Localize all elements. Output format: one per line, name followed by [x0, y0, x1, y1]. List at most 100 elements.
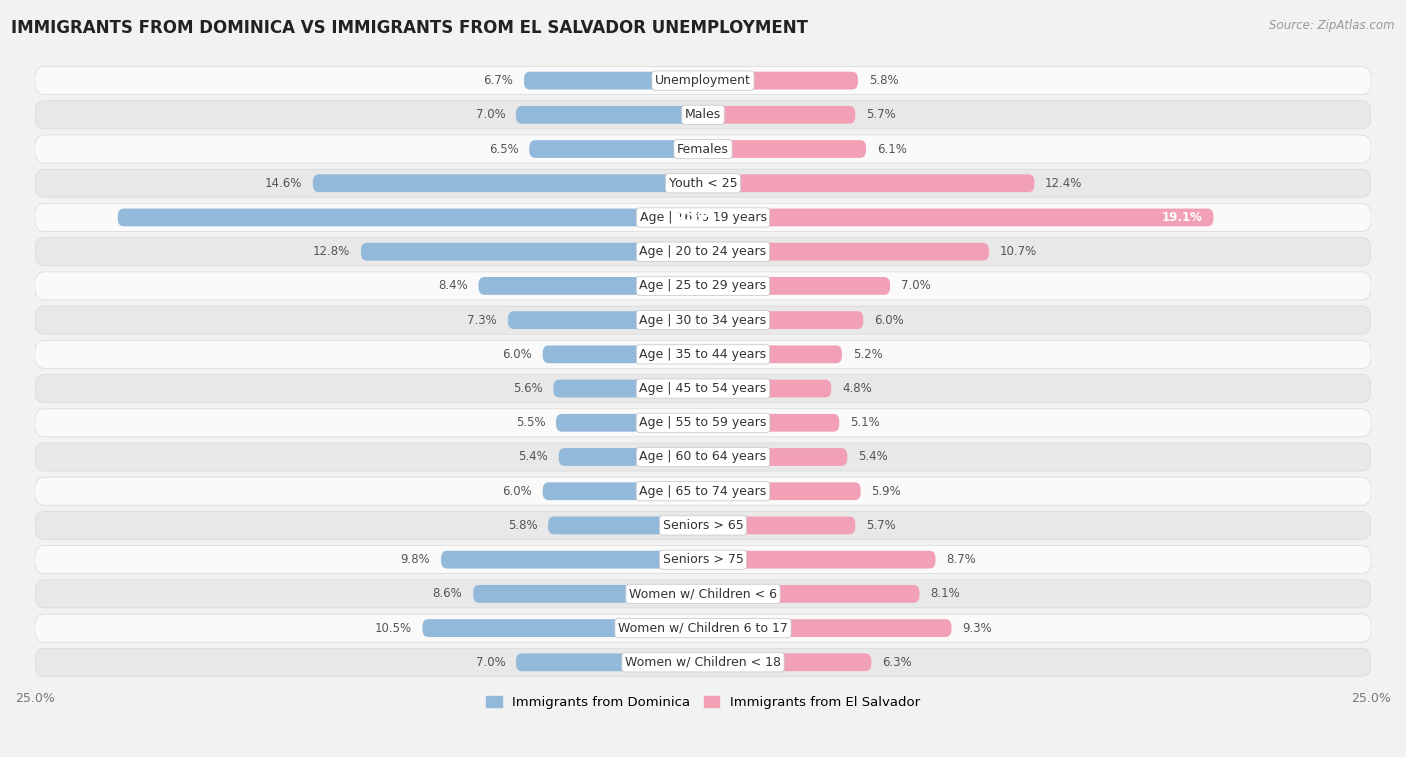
Text: 6.1%: 6.1%: [877, 142, 907, 155]
Text: 9.3%: 9.3%: [962, 621, 993, 634]
Text: Seniors > 65: Seniors > 65: [662, 519, 744, 532]
FancyBboxPatch shape: [703, 414, 839, 431]
Text: Females: Females: [678, 142, 728, 155]
FancyBboxPatch shape: [35, 409, 1371, 437]
FancyBboxPatch shape: [35, 204, 1371, 232]
Text: 10.5%: 10.5%: [374, 621, 412, 634]
Text: Age | 45 to 54 years: Age | 45 to 54 years: [640, 382, 766, 395]
FancyBboxPatch shape: [524, 72, 703, 89]
Text: 8.4%: 8.4%: [439, 279, 468, 292]
Text: 6.7%: 6.7%: [484, 74, 513, 87]
FancyBboxPatch shape: [35, 306, 1371, 334]
Text: 12.4%: 12.4%: [1045, 176, 1083, 190]
FancyBboxPatch shape: [35, 272, 1371, 300]
Text: 5.8%: 5.8%: [508, 519, 537, 532]
FancyBboxPatch shape: [35, 341, 1371, 369]
FancyBboxPatch shape: [516, 653, 703, 671]
FancyBboxPatch shape: [703, 277, 890, 294]
Text: 5.8%: 5.8%: [869, 74, 898, 87]
Text: 6.5%: 6.5%: [489, 142, 519, 155]
FancyBboxPatch shape: [703, 140, 866, 158]
Text: 21.9%: 21.9%: [676, 211, 717, 224]
FancyBboxPatch shape: [703, 106, 855, 123]
FancyBboxPatch shape: [361, 243, 703, 260]
FancyBboxPatch shape: [703, 345, 842, 363]
Text: 5.1%: 5.1%: [851, 416, 880, 429]
Text: 5.5%: 5.5%: [516, 416, 546, 429]
FancyBboxPatch shape: [703, 380, 831, 397]
FancyBboxPatch shape: [703, 209, 1213, 226]
Text: 6.0%: 6.0%: [502, 484, 531, 497]
FancyBboxPatch shape: [422, 619, 703, 637]
FancyBboxPatch shape: [703, 448, 848, 466]
FancyBboxPatch shape: [703, 653, 872, 671]
FancyBboxPatch shape: [703, 174, 1035, 192]
Text: Age | 30 to 34 years: Age | 30 to 34 years: [640, 313, 766, 326]
Text: Youth < 25: Youth < 25: [669, 176, 737, 190]
FancyBboxPatch shape: [35, 443, 1371, 471]
Text: Age | 16 to 19 years: Age | 16 to 19 years: [640, 211, 766, 224]
Text: 6.0%: 6.0%: [502, 347, 531, 361]
Text: 14.6%: 14.6%: [264, 176, 302, 190]
Text: 5.4%: 5.4%: [519, 450, 548, 463]
FancyBboxPatch shape: [554, 380, 703, 397]
FancyBboxPatch shape: [703, 482, 860, 500]
FancyBboxPatch shape: [314, 174, 703, 192]
FancyBboxPatch shape: [474, 585, 703, 603]
FancyBboxPatch shape: [441, 551, 703, 569]
Text: Males: Males: [685, 108, 721, 121]
FancyBboxPatch shape: [35, 135, 1371, 163]
Text: 10.7%: 10.7%: [1000, 245, 1036, 258]
FancyBboxPatch shape: [35, 546, 1371, 574]
Text: Age | 20 to 24 years: Age | 20 to 24 years: [640, 245, 766, 258]
FancyBboxPatch shape: [35, 101, 1371, 129]
FancyBboxPatch shape: [548, 516, 703, 534]
Text: Age | 35 to 44 years: Age | 35 to 44 years: [640, 347, 766, 361]
FancyBboxPatch shape: [35, 580, 1371, 608]
FancyBboxPatch shape: [543, 482, 703, 500]
FancyBboxPatch shape: [529, 140, 703, 158]
FancyBboxPatch shape: [703, 72, 858, 89]
FancyBboxPatch shape: [543, 345, 703, 363]
FancyBboxPatch shape: [35, 170, 1371, 198]
Text: 7.3%: 7.3%: [467, 313, 498, 326]
FancyBboxPatch shape: [703, 516, 855, 534]
FancyBboxPatch shape: [703, 585, 920, 603]
Text: Women w/ Children < 6: Women w/ Children < 6: [628, 587, 778, 600]
Text: Age | 60 to 64 years: Age | 60 to 64 years: [640, 450, 766, 463]
Text: 5.7%: 5.7%: [866, 108, 896, 121]
Text: 7.0%: 7.0%: [475, 108, 505, 121]
Text: 5.9%: 5.9%: [872, 484, 901, 497]
Text: IMMIGRANTS FROM DOMINICA VS IMMIGRANTS FROM EL SALVADOR UNEMPLOYMENT: IMMIGRANTS FROM DOMINICA VS IMMIGRANTS F…: [11, 19, 808, 37]
Text: Age | 65 to 74 years: Age | 65 to 74 years: [640, 484, 766, 497]
Text: 8.1%: 8.1%: [931, 587, 960, 600]
Text: 9.8%: 9.8%: [401, 553, 430, 566]
FancyBboxPatch shape: [555, 414, 703, 431]
FancyBboxPatch shape: [703, 551, 935, 569]
Text: 8.6%: 8.6%: [433, 587, 463, 600]
FancyBboxPatch shape: [118, 209, 703, 226]
FancyBboxPatch shape: [35, 512, 1371, 540]
Text: 5.4%: 5.4%: [858, 450, 887, 463]
FancyBboxPatch shape: [703, 243, 988, 260]
FancyBboxPatch shape: [508, 311, 703, 329]
Text: 5.7%: 5.7%: [866, 519, 896, 532]
Text: 19.1%: 19.1%: [1161, 211, 1202, 224]
Text: 6.0%: 6.0%: [875, 313, 904, 326]
Text: 6.3%: 6.3%: [882, 656, 911, 668]
FancyBboxPatch shape: [35, 67, 1371, 95]
FancyBboxPatch shape: [478, 277, 703, 294]
FancyBboxPatch shape: [703, 311, 863, 329]
Text: 7.0%: 7.0%: [901, 279, 931, 292]
Text: 7.0%: 7.0%: [475, 656, 505, 668]
FancyBboxPatch shape: [516, 106, 703, 123]
Legend: Immigrants from Dominica, Immigrants from El Salvador: Immigrants from Dominica, Immigrants fro…: [481, 690, 925, 715]
Text: Age | 55 to 59 years: Age | 55 to 59 years: [640, 416, 766, 429]
Text: 5.6%: 5.6%: [513, 382, 543, 395]
Text: 8.7%: 8.7%: [946, 553, 976, 566]
Text: Seniors > 75: Seniors > 75: [662, 553, 744, 566]
Text: 12.8%: 12.8%: [314, 245, 350, 258]
Text: Unemployment: Unemployment: [655, 74, 751, 87]
Text: Women w/ Children < 18: Women w/ Children < 18: [626, 656, 780, 668]
FancyBboxPatch shape: [35, 375, 1371, 403]
